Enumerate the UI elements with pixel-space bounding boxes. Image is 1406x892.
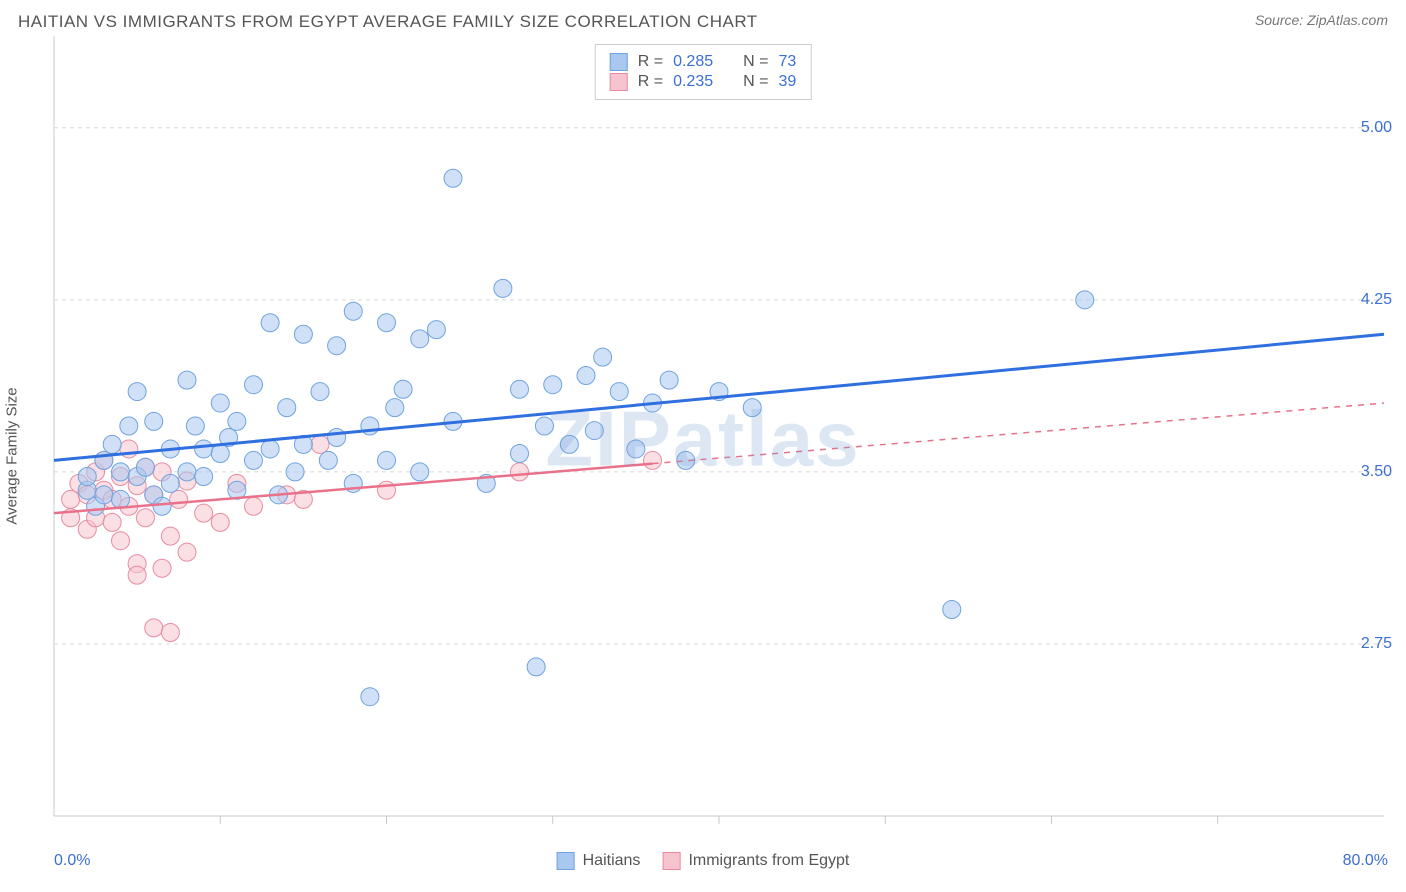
y-tick-label: 4.25 bbox=[1361, 291, 1392, 309]
stats-row-pink: R = 0.235 N = 39 bbox=[610, 73, 797, 91]
stats-legend-box: R = 0.285 N = 73 R = 0.235 N = 39 bbox=[595, 44, 812, 100]
x-axis-min-label: 0.0% bbox=[54, 852, 90, 870]
scatter-chart bbox=[0, 36, 1406, 844]
chart-container: Average Family Size ZIPatlas R = 0.285 N… bbox=[0, 36, 1406, 876]
series-legend: Haitians Immigrants from Egypt bbox=[557, 852, 850, 870]
swatch-blue bbox=[557, 852, 575, 870]
x-axis-max-label: 80.0% bbox=[1343, 852, 1388, 870]
swatch-pink bbox=[610, 73, 628, 91]
chart-title: HAITIAN VS IMMIGRANTS FROM EGYPT AVERAGE… bbox=[18, 12, 758, 32]
legend-item-blue: Haitians bbox=[557, 852, 641, 870]
source-attribution: Source: ZipAtlas.com bbox=[1255, 12, 1388, 28]
y-tick-label: 3.50 bbox=[1361, 463, 1392, 481]
y-tick-label: 2.75 bbox=[1361, 635, 1392, 653]
stats-row-blue: R = 0.285 N = 73 bbox=[610, 53, 797, 71]
swatch-blue bbox=[610, 53, 628, 71]
legend-item-pink: Immigrants from Egypt bbox=[662, 852, 849, 870]
swatch-pink bbox=[662, 852, 680, 870]
y-axis-label: Average Family Size bbox=[4, 387, 21, 524]
y-tick-label: 5.00 bbox=[1361, 119, 1392, 137]
